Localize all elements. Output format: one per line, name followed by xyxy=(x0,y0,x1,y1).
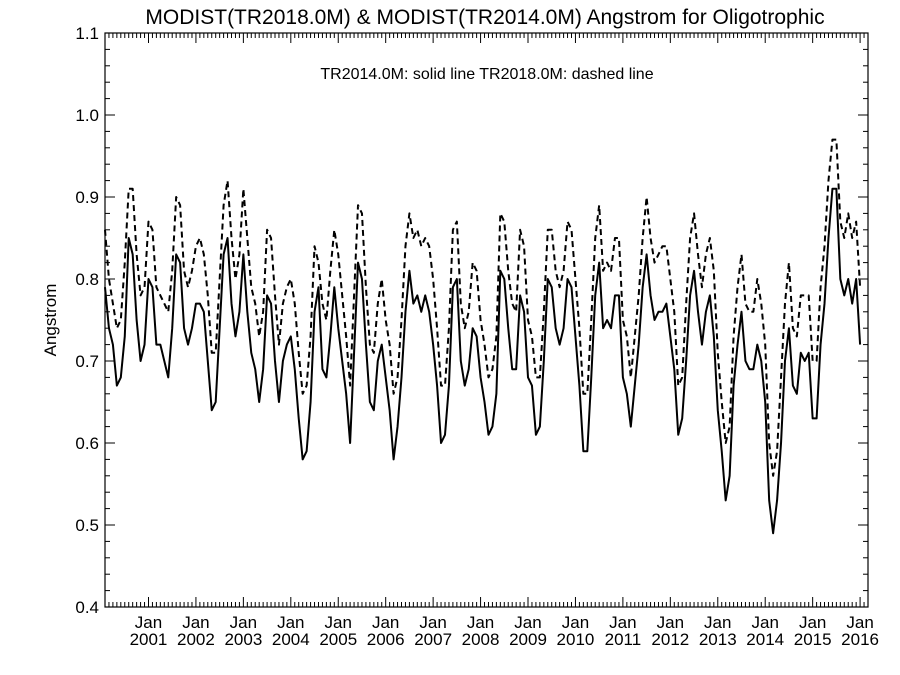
x-tick-year-label: 2003 xyxy=(224,630,262,649)
x-tick-month-label: Jan xyxy=(799,613,826,632)
chart-title: MODIST(TR2018.0M) & MODIST(TR2014.0M) An… xyxy=(145,6,824,29)
y-axis: 0.4 0.5 0.6 0.7 0.8 0.9 1.0 1.1 xyxy=(75,24,868,617)
x-tick-month-label: Jan xyxy=(372,613,399,632)
y-tick-label: 0.4 xyxy=(75,598,99,617)
series-line-tr2018-0m xyxy=(104,138,862,477)
x-tick-month-label: Jan xyxy=(230,613,257,632)
x-tick-month-label: Jan xyxy=(467,613,494,632)
x-tick-year-label: 2009 xyxy=(509,630,547,649)
x-tick-year-label: 2012 xyxy=(651,630,689,649)
x-tick-month-label: Jan xyxy=(182,613,209,632)
x-tick-year-label: 2004 xyxy=(272,630,310,649)
x-tick-month-label: Jan xyxy=(562,613,589,632)
x-tick-month-label: Jan xyxy=(135,613,162,632)
x-tick-year-label: 2016 xyxy=(841,630,879,649)
y-tick-label: 0.5 xyxy=(75,516,99,535)
x-tick-month-label: Jan xyxy=(325,613,352,632)
x-tick-month-label: Jan xyxy=(657,613,684,632)
y-tick-label: 1.1 xyxy=(75,24,99,43)
y-tick-label: 0.7 xyxy=(75,352,99,371)
x-tick-year-label: 2002 xyxy=(177,630,215,649)
x-tick-month-label: Jan xyxy=(514,613,541,632)
x-tick-year-label: 2008 xyxy=(462,630,500,649)
plot-frame xyxy=(104,32,869,608)
x-tick-year-label: 2015 xyxy=(794,630,832,649)
x-tick-year-label: 2010 xyxy=(557,630,595,649)
x-tick-month-label: Jan xyxy=(752,613,779,632)
y-tick-label: 1.0 xyxy=(75,106,99,125)
y-axis-label: Angstrom xyxy=(41,284,60,357)
x-tick-year-label: 2006 xyxy=(367,630,405,649)
x-tick-year-label: 2001 xyxy=(130,630,168,649)
y-tick-label: 0.9 xyxy=(75,188,99,207)
y-tick-label: 0.8 xyxy=(75,270,99,289)
y-tick-label: 0.6 xyxy=(75,434,99,453)
x-tick-year-label: 2014 xyxy=(746,630,784,649)
x-tick-year-label: 2013 xyxy=(699,630,737,649)
x-axis: Jan2001Jan2002Jan2003Jan2004Jan2005Jan20… xyxy=(104,33,879,649)
series-layer xyxy=(104,138,862,535)
x-tick-month-label: Jan xyxy=(846,613,873,632)
x-tick-month-label: Jan xyxy=(704,613,731,632)
x-tick-month-label: Jan xyxy=(277,613,304,632)
x-tick-month-label: Jan xyxy=(609,613,636,632)
x-tick-year-label: 2005 xyxy=(319,630,357,649)
x-tick-month-label: Jan xyxy=(419,613,446,632)
series-line-tr2014-0m xyxy=(104,187,862,535)
x-tick-year-label: 2007 xyxy=(414,630,452,649)
x-tick-year-label: 2011 xyxy=(605,630,642,649)
chart-annotation: TR2014.0M: solid line TR2018.0M: dashed … xyxy=(320,66,653,83)
